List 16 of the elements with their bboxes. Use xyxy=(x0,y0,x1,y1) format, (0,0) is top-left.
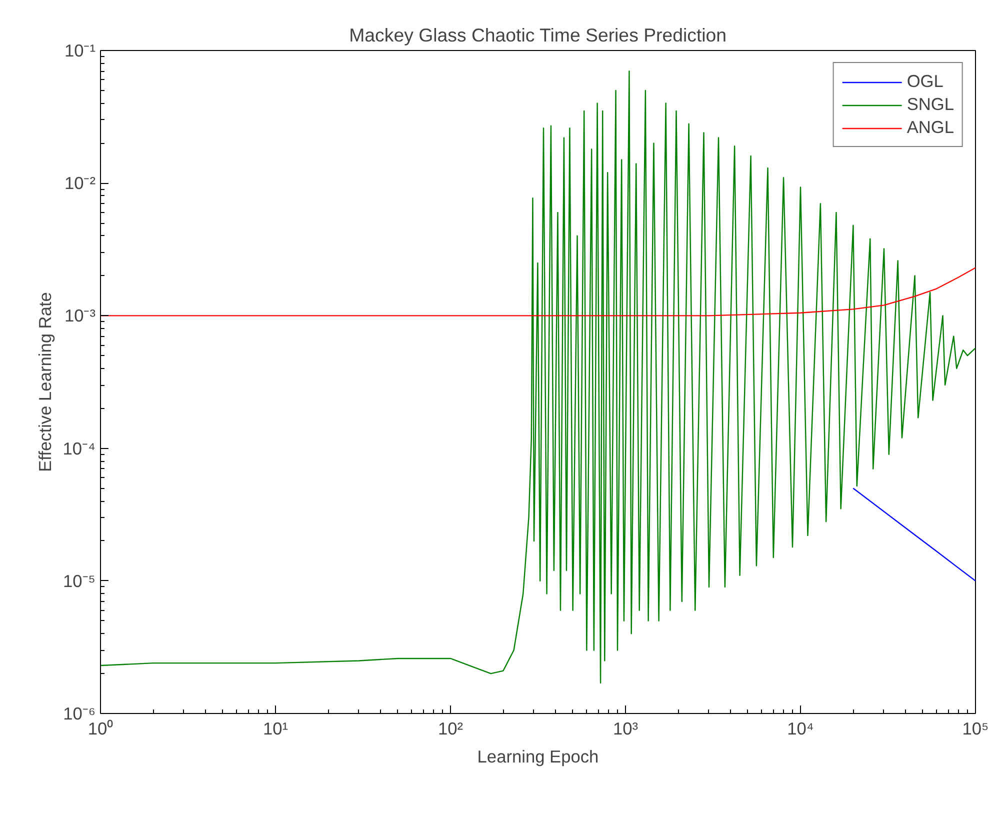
x-tick-label: 10³ xyxy=(612,718,638,738)
legend-label: ANGL xyxy=(906,117,954,138)
legend-label: OGL xyxy=(906,71,944,92)
x-tick-label: 10⁵ xyxy=(962,718,989,738)
x-tick-label: 10⁴ xyxy=(787,718,814,738)
x-tick-label: 10¹ xyxy=(262,718,288,738)
y-tick-label: 10⁻¹ xyxy=(64,40,96,60)
legend-label: SNGL xyxy=(906,94,954,115)
y-tick-label: 10⁻² xyxy=(64,173,96,194)
x-axis-title: Learning Epoch xyxy=(477,746,599,766)
x-tick-label: 10² xyxy=(438,718,464,738)
y-tick-label: 10⁻⁵ xyxy=(63,570,96,591)
y-tick-label: 10⁻⁴ xyxy=(62,438,96,458)
y-tick-label: 10⁻³ xyxy=(64,306,96,326)
y-axis-title: Effective Learning Rate xyxy=(34,292,55,472)
chart-title: Mackey Glass Chaotic Time Series Prediction xyxy=(349,24,727,46)
